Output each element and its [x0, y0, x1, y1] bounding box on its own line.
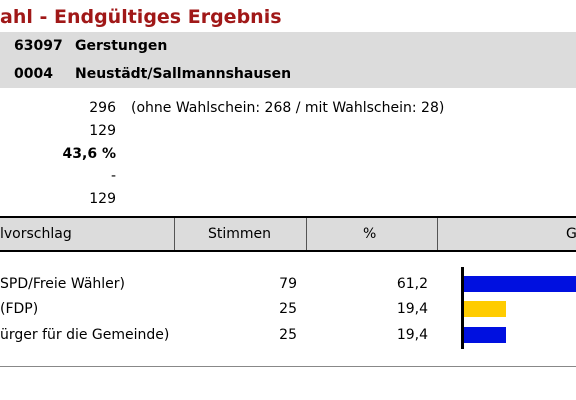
page-title: ahl - Endgültiges Ergebnis: [0, 6, 282, 28]
chart-axis: [461, 267, 464, 349]
party-percent: 19,4: [396, 327, 428, 343]
valid-votes-value: 129: [89, 191, 116, 207]
result-bar: [464, 327, 506, 343]
results-table-header: lvorschlag Stimmen % G: [0, 216, 576, 252]
party-percent: 19,4: [396, 301, 428, 317]
divider: [0, 366, 576, 367]
column-divider: [437, 218, 438, 250]
column-header-graph: G: [566, 226, 576, 242]
party-votes: 25: [279, 301, 297, 317]
district-name: Neustädt/Sallmannshausen: [75, 66, 292, 82]
column-header-votes: Stimmen: [208, 226, 272, 242]
party-name: SPD/Freie Wähler): [0, 276, 125, 292]
result-bar: [464, 276, 576, 292]
party-name: (FDP): [0, 301, 39, 317]
district-code: 0004: [14, 66, 53, 82]
municipality-name: Gerstungen: [75, 38, 168, 54]
party-percent: 61,2: [396, 276, 428, 292]
municipality-code: 63097: [14, 38, 63, 54]
district-row: 0004 Neustädt/Sallmannshausen: [0, 60, 576, 88]
result-bar: [464, 301, 506, 317]
voters-value: 129: [89, 123, 116, 139]
party-votes: 79: [279, 276, 297, 292]
invalid-votes-value: -: [110, 168, 116, 184]
municipality-row: 63097 Gerstungen: [0, 32, 576, 60]
turnout-value: 43,6 %: [62, 146, 116, 162]
column-header-party: lvorschlag: [0, 226, 72, 242]
column-header-percent: %: [363, 226, 377, 242]
column-divider: [306, 218, 307, 250]
eligible-voters-note: (ohne Wahlschein: 268 / mit Wahlschein: …: [131, 100, 445, 116]
eligible-voters-value: 296: [89, 100, 116, 116]
column-divider: [174, 218, 175, 250]
party-votes: 25: [279, 327, 297, 343]
party-name: ürger für die Gemeinde): [0, 327, 170, 343]
